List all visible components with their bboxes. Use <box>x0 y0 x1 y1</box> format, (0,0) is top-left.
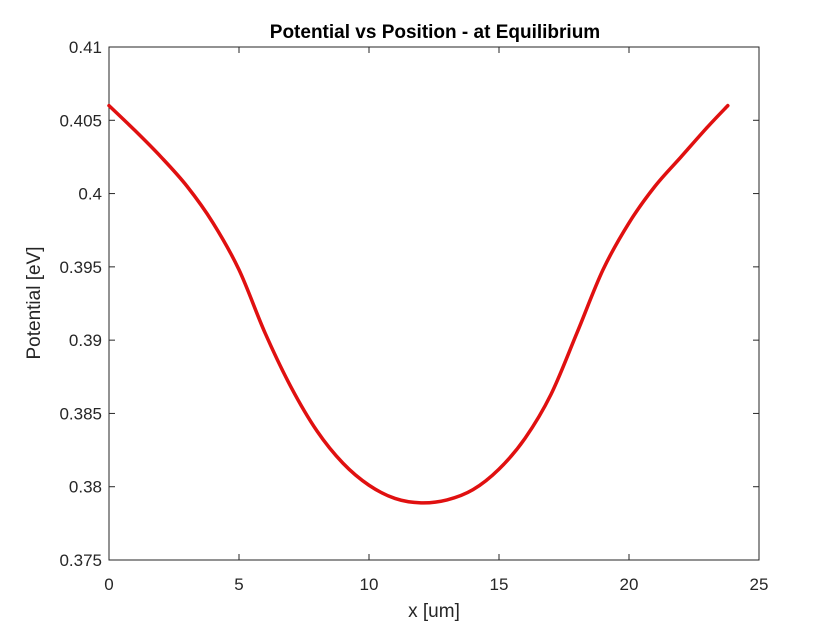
y-tick-label: 0.385 <box>59 404 102 423</box>
y-tick-label: 0.395 <box>59 258 102 277</box>
x-tick-label: 0 <box>104 575 113 594</box>
y-tick-label: 0.38 <box>69 478 102 497</box>
y-tick-label: 0.375 <box>59 551 102 570</box>
y-tick-label: 0.4 <box>78 185 102 204</box>
plot-area <box>108 46 760 561</box>
potential-series-line <box>107 103 730 505</box>
x-tick-label: 15 <box>490 575 509 594</box>
tick-layer: 0 5 10 15 20 25 0.375 0.38 0.385 0.39 0.395 0.4 0.40… <box>59 38 768 594</box>
y-axis-label: Potential [eV] <box>24 246 45 359</box>
x-axis-label: x [um] <box>408 601 460 622</box>
x-tick-label: 5 <box>234 575 243 594</box>
y-tick-label: 0.39 <box>69 331 102 350</box>
x-tick-label: 25 <box>750 575 769 594</box>
y-tick-label: 0.405 <box>59 111 102 130</box>
x-tick-label: 20 <box>620 575 639 594</box>
chart-title: Potential vs Position - at Equilibrium <box>270 22 600 43</box>
series-layer <box>107 103 730 505</box>
y-tick-label: 0.41 <box>69 38 102 57</box>
x-tick-label: 10 <box>360 575 379 594</box>
plot-area-frame <box>108 46 760 561</box>
